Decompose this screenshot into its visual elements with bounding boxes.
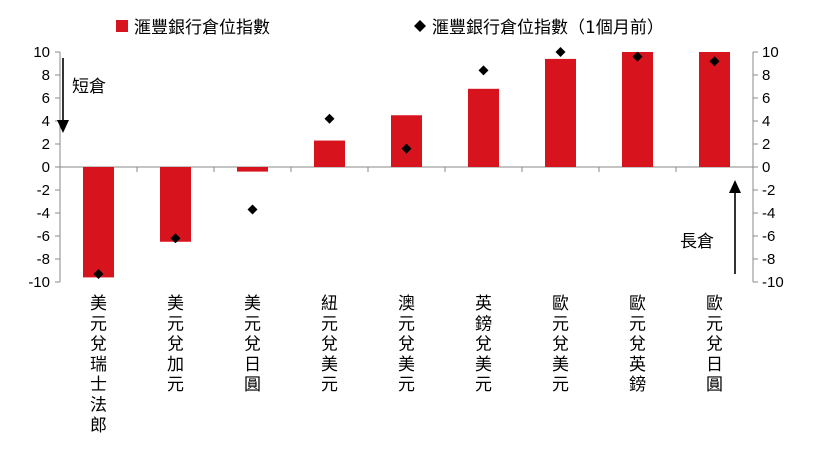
marker-point bbox=[555, 47, 566, 57]
marker-point bbox=[93, 268, 104, 279]
right-tick-label: 0 bbox=[762, 159, 770, 176]
marker-point bbox=[478, 65, 489, 76]
marker-point bbox=[401, 143, 412, 154]
left-tick-label: -2 bbox=[37, 182, 50, 199]
right-tick-label: -10 bbox=[762, 274, 784, 291]
marker-point bbox=[632, 51, 643, 62]
marker-point bbox=[709, 56, 720, 67]
bar bbox=[545, 58, 576, 167]
right-tick-label: -8 bbox=[762, 251, 775, 268]
left-y-ticks: 10 8 6 4 2 0 -2 -4 -6 -8 -10 bbox=[28, 44, 60, 291]
up-arrow-icon bbox=[729, 180, 741, 193]
legend-bar-label: 滙豐銀行倉位指數 bbox=[134, 18, 270, 38]
left-tick-label: 8 bbox=[42, 67, 50, 84]
legend-bar-swatch bbox=[116, 20, 128, 32]
right-tick-label: 8 bbox=[762, 67, 770, 84]
category-label: 歐元兌英鎊 bbox=[629, 294, 646, 395]
right-tick-label: -4 bbox=[762, 205, 775, 222]
category-label: 美元兌加元 bbox=[167, 294, 184, 395]
bar bbox=[237, 167, 268, 172]
category-label: 英鎊兌美元 bbox=[475, 294, 492, 395]
marker-point bbox=[170, 233, 181, 244]
left-tick-label: 0 bbox=[42, 159, 50, 176]
marker-point bbox=[324, 113, 335, 124]
bars bbox=[83, 52, 730, 278]
category-label: 澳元兌美元 bbox=[398, 294, 415, 395]
short-annotation: 短倉 bbox=[57, 58, 106, 133]
legend: 滙豐銀行倉位指數 滙豐銀行倉位指數（1個月前） bbox=[116, 18, 664, 38]
left-tick-label: -4 bbox=[37, 205, 50, 222]
bar bbox=[468, 88, 499, 167]
bar bbox=[83, 167, 114, 278]
right-tick-label: 4 bbox=[762, 113, 770, 130]
category-label: 美元兌瑞士法郎 bbox=[90, 294, 107, 436]
down-arrow-icon bbox=[57, 120, 69, 133]
left-tick-label: 2 bbox=[42, 136, 50, 153]
bar bbox=[699, 52, 730, 167]
left-tick-label: 6 bbox=[42, 90, 50, 107]
legend-diamond-icon bbox=[414, 20, 426, 32]
right-tick-label: 2 bbox=[762, 136, 770, 153]
category-tick-marks bbox=[59, 167, 754, 172]
left-tick-label: -6 bbox=[37, 228, 50, 245]
right-tick-label: -2 bbox=[762, 182, 775, 199]
bar bbox=[314, 140, 345, 167]
right-tick-label: 10 bbox=[762, 44, 779, 61]
right-tick-label: 6 bbox=[762, 90, 770, 107]
marker-point bbox=[247, 204, 258, 215]
left-tick-label: 10 bbox=[33, 44, 50, 61]
bar bbox=[391, 115, 422, 167]
category-label: 美元兌日圓 bbox=[244, 294, 261, 395]
left-tick-label: 4 bbox=[42, 113, 50, 130]
bar bbox=[622, 52, 653, 167]
category-labels: 美元兌瑞士法郎 美元兌加元 美元兌日圓 紐元兌美元 澳元兌美元 英鎊兌美元 歐元兌美元 歐元兌… bbox=[90, 294, 723, 436]
left-tick-label: -8 bbox=[37, 251, 50, 268]
long-label: 長倉 bbox=[680, 232, 714, 252]
right-tick-label: -6 bbox=[762, 228, 775, 245]
category-label: 歐元兌美元 bbox=[552, 294, 569, 395]
short-label: 短倉 bbox=[72, 77, 106, 97]
left-tick-label: -10 bbox=[28, 274, 50, 291]
right-y-ticks: 10 8 6 4 2 0 -2 -4 -6 -8 -10 bbox=[753, 44, 784, 291]
legend-marker-label: 滙豐銀行倉位指數（1個月前） bbox=[432, 18, 664, 38]
long-annotation: 長倉 bbox=[680, 180, 741, 274]
bar bbox=[160, 167, 191, 242]
category-label: 歐元兌日圓 bbox=[706, 294, 723, 395]
markers bbox=[93, 47, 720, 279]
category-label: 紐元兌美元 bbox=[321, 294, 338, 395]
